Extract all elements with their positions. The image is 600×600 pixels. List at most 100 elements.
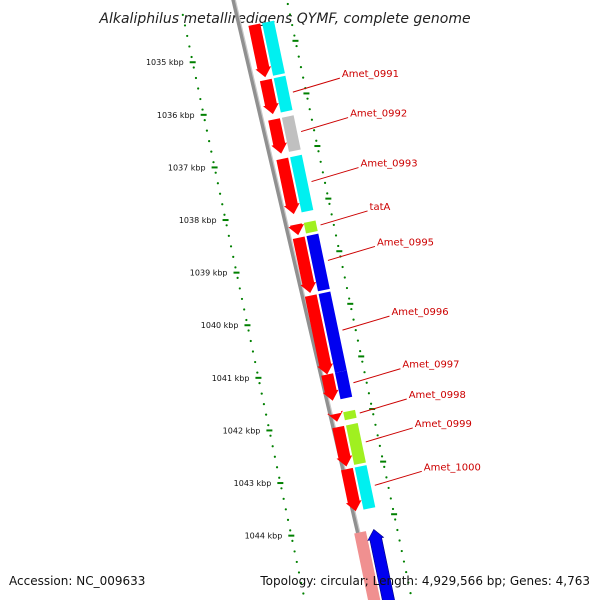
cog-feature: [290, 154, 314, 213]
gene-label: Amet_0991: [342, 69, 399, 80]
ruler-dot: [203, 118, 206, 122]
cds-feature: [321, 373, 339, 401]
gene-label-leader: [342, 315, 390, 331]
ruler-dot: [302, 76, 305, 79]
ruler-dot: [302, 592, 305, 595]
ruler-dot: [192, 66, 195, 69]
ruler-dot: [323, 181, 327, 184]
kbp-label: 1035 kbp: [146, 58, 184, 67]
cds-feature: [259, 78, 279, 115]
cds-feature: [341, 467, 362, 512]
ruler-dot: [210, 150, 213, 153]
gene-label-leader: [292, 77, 341, 93]
kbp-label: 1041 kbp: [212, 374, 250, 383]
gene-label-leader: [365, 427, 413, 443]
ruler-dot: [398, 539, 401, 542]
ruler-dot: [199, 97, 202, 101]
ruler-dot: [407, 581, 410, 584]
ruler-dot: [247, 329, 250, 332]
ruler-dot: [201, 108, 204, 111]
ruler-dot: [238, 287, 241, 290]
ruler-dot: [374, 423, 377, 426]
cog-feature: [262, 20, 285, 76]
ruler-dot: [232, 255, 235, 258]
ruler-dot: [229, 245, 233, 248]
gene-label: Amet_0997: [402, 360, 459, 371]
ruler-dot: [181, 13, 184, 16]
ruler-dot: [306, 97, 309, 100]
cds-feature: [332, 425, 353, 467]
ruler-dot: [205, 129, 209, 132]
ruler-dot: [345, 286, 349, 290]
ruler-dot: [186, 34, 189, 38]
ruler-dot: [245, 318, 248, 322]
ruler-dot: [251, 350, 255, 353]
kbp-label: 1044 kbp: [245, 532, 283, 541]
kbp-label: 1036 kbp: [157, 111, 195, 120]
ruler-dot: [341, 265, 344, 269]
outer-kbp-ruler: [286, 2, 412, 595]
cog-feature: [346, 423, 366, 465]
ruler-dot: [387, 486, 390, 490]
ruler-dot: [343, 276, 346, 279]
ruler-dot: [236, 276, 239, 279]
ruler-dot: [299, 66, 303, 69]
ruler-dot: [289, 529, 292, 532]
ruler-dot: [315, 139, 318, 142]
kbp-label: 1037 kbp: [168, 163, 206, 172]
ruler-dot: [258, 381, 261, 385]
ruler-dot: [264, 413, 268, 416]
ruler-dot: [240, 297, 244, 301]
gene-features: [248, 20, 395, 600]
ruler-dot: [383, 465, 386, 468]
ruler-dot: [372, 413, 375, 416]
ruler-dot: [359, 350, 362, 353]
ruler-dot: [278, 476, 281, 479]
ruler-dot: [389, 497, 392, 500]
gene-label-leader: [374, 470, 422, 486]
gene-label-leader: [359, 398, 407, 414]
cog-feature: [303, 220, 318, 234]
ruler-dot: [256, 371, 259, 374]
ruler-dot: [356, 339, 360, 342]
ruler-dot: [312, 129, 316, 132]
ruler-dot: [300, 581, 303, 585]
cog-feature: [367, 528, 395, 600]
gene-label: Amet_0993: [361, 159, 418, 170]
gene-label-leader: [320, 210, 368, 226]
ruler-dot: [271, 445, 274, 448]
cog-feature: [318, 291, 347, 373]
ruler-dot: [319, 160, 322, 163]
ruler-dot: [227, 234, 230, 237]
ruler-dot: [308, 108, 311, 111]
ruler-dot: [332, 223, 335, 227]
ruler-dot: [216, 182, 219, 185]
kbp-label: 1043 kbp: [234, 479, 272, 488]
ruler-dot: [221, 203, 224, 206]
ruler-dot: [286, 518, 290, 521]
ruler-dot: [321, 171, 324, 174]
ruler-dot: [352, 318, 355, 321]
ruler-dot: [348, 297, 351, 300]
ruler-dot: [275, 466, 279, 469]
ruler-dot: [354, 329, 357, 332]
ruler-dot: [243, 308, 246, 311]
ruler-dot: [269, 434, 272, 437]
cog-feature: [335, 370, 353, 400]
gene-label: tatA: [370, 202, 391, 213]
ruler-dot: [385, 476, 388, 479]
ruler-dot: [380, 455, 384, 458]
ruler-dot: [365, 381, 368, 384]
ruler-dot: [293, 34, 296, 37]
ruler-dot: [249, 339, 252, 343]
ruler-dot: [282, 497, 285, 500]
gene-label: Amet_0992: [350, 109, 407, 120]
ruler-dot: [218, 192, 222, 195]
ruler-dot: [337, 244, 340, 248]
ruler-dot: [260, 392, 263, 395]
cog-feature: [354, 465, 376, 510]
cds-feature: [327, 410, 343, 422]
ruler-dot: [286, 2, 289, 6]
ruler-dot: [223, 213, 226, 216]
